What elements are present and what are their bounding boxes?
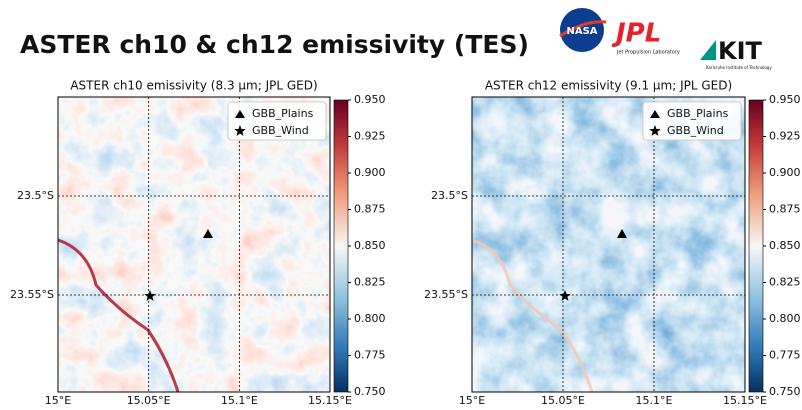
x-tick-label: 15.05°E	[541, 394, 585, 406]
panel-title: ASTER ch12 emissivity (9.1 µm; JPL GED)	[485, 79, 732, 93]
colorbar-tick-label: 0.825	[354, 276, 386, 289]
legend-label: GBB_Wind	[252, 124, 309, 137]
panel-title: ASTER ch10 emissivity (8.3 µm; JPL GED)	[70, 79, 317, 93]
jpl-subtext: Jet Propulsion Laboratory	[616, 50, 680, 56]
colorbar-tick-label: 0.925	[769, 130, 801, 143]
colorbar-tick-label: 0.825	[769, 276, 801, 289]
colorbar-tick-label: 0.925	[354, 130, 386, 143]
colorbar-tick-label: 0.750	[354, 385, 386, 398]
logos: NASA JPL Jet Propulsion Laboratory KIT K…	[560, 8, 772, 70]
colorbar-tick-label: 0.900	[354, 166, 386, 179]
legend-label: GBB_Plains	[252, 107, 314, 120]
x-tick-label: 15.1°E	[636, 394, 673, 406]
y-tick-label: 23.5°S	[17, 189, 54, 202]
y-tick-label: 23.5°S	[431, 189, 468, 202]
colorbar-tick-label: 0.875	[769, 203, 801, 216]
x-tick-label: 15°E	[459, 394, 485, 406]
x-tick-label: 15.05°E	[127, 394, 171, 406]
colorbar	[334, 100, 348, 392]
x-tick-label: 15.15°E	[723, 394, 767, 406]
colorbar-tick-label: 0.875	[354, 203, 386, 216]
x-tick-label: 15.15°E	[308, 394, 352, 406]
colorbar-tick-label: 0.950	[769, 93, 801, 106]
colorbar-tick-label: 0.950	[354, 93, 386, 106]
colorbar-tick-label: 0.800	[354, 312, 386, 325]
colorbar-tick-label: 0.775	[769, 349, 801, 362]
kit-mark	[700, 40, 716, 60]
legend-label: GBB_Plains	[667, 107, 729, 120]
map-raster	[472, 97, 745, 392]
colorbar-tick-label: 0.850	[354, 239, 386, 252]
x-tick-label: 15.1°E	[221, 394, 258, 406]
colorbar-tick-label: 0.750	[769, 385, 801, 398]
y-tick-label: 23.55°S	[10, 288, 54, 301]
colorbar-tick-label: 0.900	[769, 166, 801, 179]
nasa-text: NASA	[566, 26, 597, 37]
y-tick-label: 23.55°S	[424, 288, 468, 301]
kit-text: KIT	[718, 37, 763, 65]
map-raster	[58, 97, 330, 392]
slide-title: ASTER ch10 & ch12 emissivity (TES)	[20, 30, 529, 59]
colorbar	[749, 100, 763, 392]
x-tick-label: 15°E	[45, 394, 71, 406]
slide: ASTER ch10 & ch12 emissivity (TES) NASA …	[0, 0, 802, 406]
jpl-text: JPL	[611, 19, 661, 49]
colorbar-tick-label: 0.800	[769, 312, 801, 325]
kit-subtext: Karlsruhe Institute of Technology	[706, 65, 772, 70]
legend-label: GBB_Wind	[667, 124, 724, 137]
colorbar-tick-label: 0.775	[354, 349, 386, 362]
colorbar-tick-label: 0.850	[769, 239, 801, 252]
